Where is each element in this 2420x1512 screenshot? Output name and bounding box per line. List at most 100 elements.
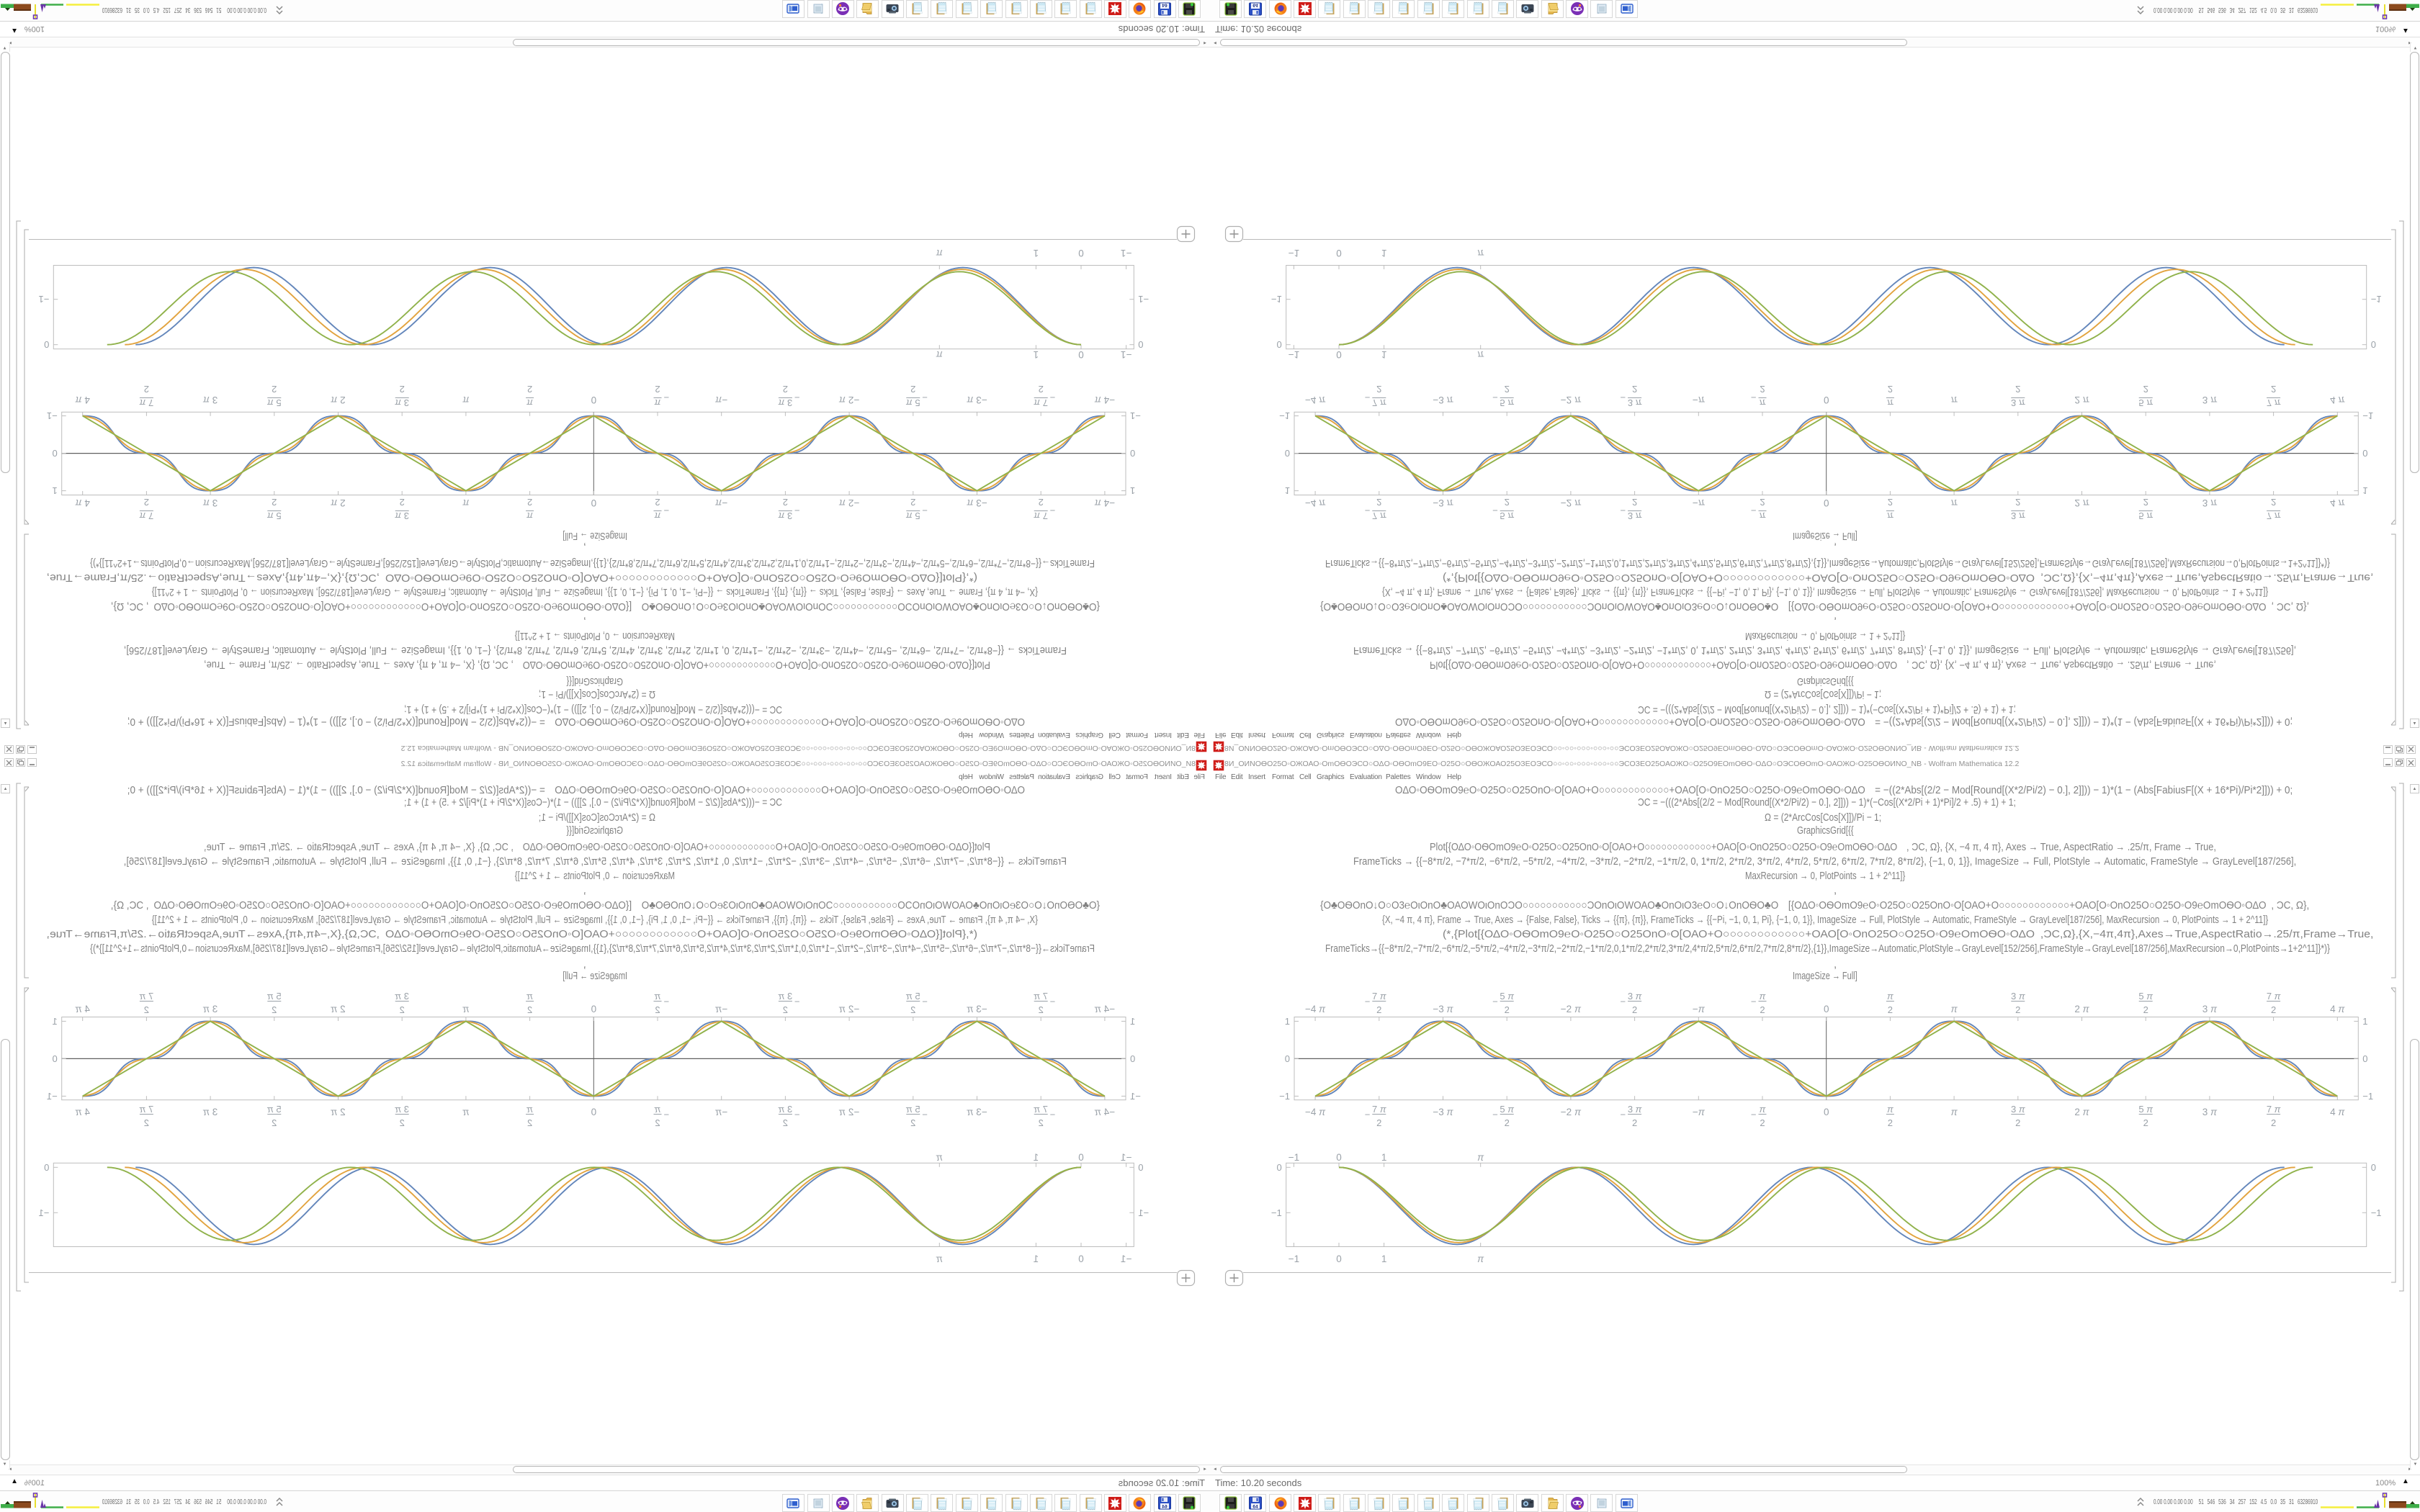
svg-text:−: − <box>922 505 928 516</box>
svg-text:1: 1 <box>1381 248 1387 258</box>
svg-text:0: 0 <box>591 395 597 405</box>
svg-text:π: π <box>462 1107 469 1117</box>
svg-text:7 π: 7 π <box>139 1104 153 1115</box>
svg-text:1: 1 <box>1285 1016 1290 1027</box>
svg-text:−: − <box>794 1110 800 1120</box>
svg-text:π: π <box>654 397 660 408</box>
svg-text:−π: −π <box>714 1004 727 1014</box>
svg-text:2: 2 <box>2143 497 2148 508</box>
svg-text:2 π: 2 π <box>2074 395 2089 405</box>
svg-text:5 π: 5 π <box>1500 510 1514 521</box>
svg-text:0: 0 <box>1824 1004 1829 1014</box>
svg-text:−π: −π <box>1693 1004 1706 1014</box>
svg-text:1: 1 <box>1034 248 1039 258</box>
svg-text:0: 0 <box>44 1162 49 1173</box>
svg-text:2: 2 <box>2271 1117 2276 1128</box>
svg-text:0: 0 <box>1336 349 1342 360</box>
svg-text:1: 1 <box>1130 1016 1135 1027</box>
svg-text:1: 1 <box>2362 485 2367 496</box>
svg-text:−1: −1 <box>1289 248 1299 258</box>
svg-text:5 π: 5 π <box>906 991 920 1002</box>
svg-text:2: 2 <box>2015 384 2020 395</box>
svg-text:1: 1 <box>1130 485 1135 496</box>
svg-text:0: 0 <box>2362 448 2367 459</box>
svg-text:1: 1 <box>52 1016 57 1027</box>
svg-text:0: 0 <box>2371 1162 2376 1173</box>
svg-text:−π: −π <box>1693 395 1706 405</box>
svg-text:4 π: 4 π <box>75 1004 90 1014</box>
svg-text:2: 2 <box>1505 497 1510 508</box>
svg-text:2 π: 2 π <box>330 498 345 508</box>
svg-text:2: 2 <box>272 1004 277 1015</box>
svg-text:π: π <box>1760 1104 1766 1115</box>
svg-text:0: 0 <box>591 1107 597 1117</box>
svg-text:−3 π: −3 π <box>1433 498 1453 508</box>
svg-text:2: 2 <box>2271 497 2276 508</box>
svg-text:−4 π: −4 π <box>1305 395 1326 405</box>
svg-text:2: 2 <box>1039 384 1044 395</box>
svg-text:5 π: 5 π <box>2138 397 2153 408</box>
svg-text:3 π: 3 π <box>2011 991 2025 1002</box>
svg-text:0: 0 <box>1276 1162 1281 1173</box>
svg-text:−: − <box>794 505 800 516</box>
svg-text:−3 π: −3 π <box>966 1004 987 1014</box>
svg-text:−1: −1 <box>38 294 49 305</box>
svg-text:−3 π: −3 π <box>1433 395 1453 405</box>
svg-text:−1: −1 <box>47 410 58 421</box>
svg-text:−4 π: −4 π <box>1094 498 1115 508</box>
svg-text:3 π: 3 π <box>2202 498 2218 508</box>
svg-text:2: 2 <box>783 1004 788 1015</box>
svg-text:5 π: 5 π <box>267 991 282 1002</box>
svg-text:7 π: 7 π <box>2267 991 2281 1002</box>
svg-text:0: 0 <box>44 339 49 350</box>
svg-text:1: 1 <box>1034 1254 1039 1264</box>
svg-text:2 π: 2 π <box>330 1004 345 1014</box>
svg-text:−: − <box>1050 996 1056 1007</box>
svg-text:π: π <box>1477 1152 1484 1163</box>
svg-text:7 π: 7 π <box>2267 397 2281 408</box>
svg-text:2: 2 <box>910 384 915 395</box>
svg-text:−1: −1 <box>1289 1254 1299 1264</box>
svg-text:−: − <box>1050 392 1056 403</box>
svg-text:π: π <box>1887 397 1894 408</box>
svg-text:2 π: 2 π <box>330 1107 345 1117</box>
svg-text:2: 2 <box>400 1004 405 1015</box>
svg-text:2: 2 <box>144 1117 149 1128</box>
svg-text:2: 2 <box>1039 1117 1044 1128</box>
svg-text:π: π <box>1951 1107 1958 1117</box>
svg-text:2: 2 <box>1376 1117 1381 1128</box>
svg-text:0: 0 <box>591 498 597 508</box>
svg-text:π: π <box>526 397 533 408</box>
svg-text:2: 2 <box>527 1117 532 1128</box>
svg-text:−: − <box>922 392 928 403</box>
svg-text:−1: −1 <box>2371 1207 2382 1218</box>
svg-text:π: π <box>654 510 660 521</box>
svg-text:1: 1 <box>2362 1016 2367 1027</box>
svg-text:−1: −1 <box>2362 410 2373 421</box>
svg-text:0: 0 <box>1138 339 1143 350</box>
svg-text:2: 2 <box>2015 497 2020 508</box>
svg-text:−: − <box>922 1110 928 1120</box>
svg-text:π: π <box>654 991 660 1002</box>
svg-text:−2 π: −2 π <box>1561 1107 1582 1117</box>
svg-text:4 π: 4 π <box>75 395 90 405</box>
svg-text:−1: −1 <box>1271 294 1282 305</box>
svg-text:2: 2 <box>1505 1117 1510 1128</box>
svg-text:2: 2 <box>527 1004 532 1015</box>
svg-text:5 π: 5 π <box>267 397 282 408</box>
svg-text:−1: −1 <box>1138 1207 1149 1218</box>
svg-text:π: π <box>1760 397 1766 408</box>
svg-text:2: 2 <box>1505 384 1510 395</box>
svg-text:0: 0 <box>591 1004 597 1014</box>
svg-text:2: 2 <box>655 1117 660 1128</box>
svg-text:0: 0 <box>52 1053 57 1064</box>
svg-text:−π: −π <box>1693 1107 1706 1117</box>
svg-text:2: 2 <box>910 1117 915 1128</box>
svg-text:5 π: 5 π <box>1500 991 1514 1002</box>
svg-text:7 π: 7 π <box>1372 397 1386 408</box>
svg-text:0: 0 <box>1078 349 1084 360</box>
svg-text:0: 0 <box>1336 1152 1342 1163</box>
svg-text:−1: −1 <box>1138 294 1149 305</box>
svg-text:−3 π: −3 π <box>966 1107 987 1117</box>
svg-text:0: 0 <box>1824 1107 1829 1117</box>
